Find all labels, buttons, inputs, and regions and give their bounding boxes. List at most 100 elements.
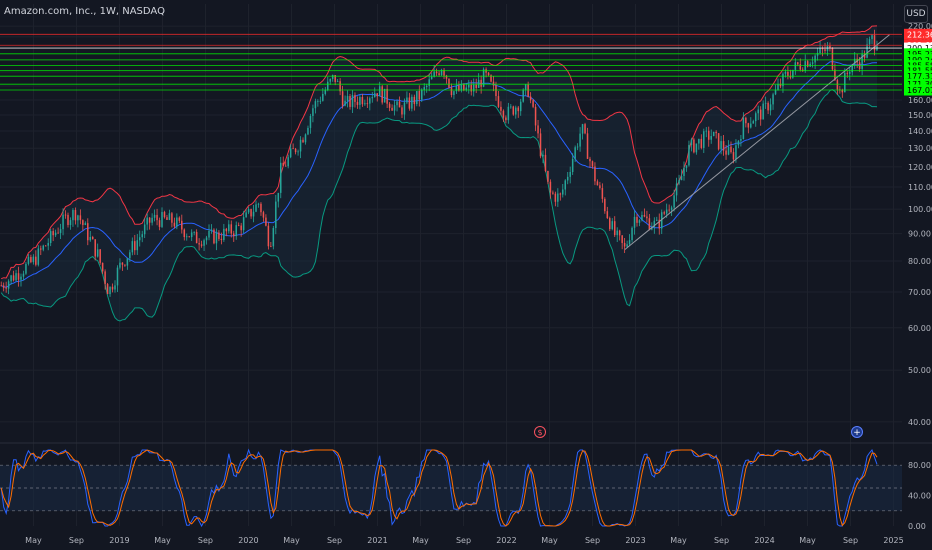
price-level-label: 177.31 [907,72,932,81]
candle [759,106,762,126]
candle [129,249,131,263]
candle [230,220,233,238]
y-tick-label: 110.00 [908,183,932,192]
candle-body [571,158,574,172]
candle-body [185,236,188,238]
candle [604,197,606,214]
candle [156,208,158,226]
candle [777,78,779,91]
candle-body [299,139,302,152]
candle-body [519,101,522,112]
candle [690,137,693,152]
candle [205,235,208,245]
candle [641,211,643,222]
candle-body [230,224,233,234]
candle-body [331,74,334,80]
candle [502,109,505,122]
candle [406,91,408,105]
candle [685,165,688,172]
candle-body [648,218,651,230]
candle [554,191,557,207]
candle [289,144,292,159]
candle [267,222,270,250]
candle [698,138,700,150]
candle-body [279,162,282,193]
candle [566,171,569,185]
candle [717,133,720,151]
candle-body [69,220,72,225]
candle-body [64,214,67,216]
candle-body [750,123,752,128]
candle [683,161,685,181]
candle-body [727,146,730,155]
candle-body [319,100,322,102]
candle [349,93,351,110]
candle [297,149,299,156]
candle [747,122,750,134]
candle [64,210,67,219]
candle-body [82,220,84,225]
candle [829,42,831,52]
candle-body [589,158,591,162]
y-tick-label: 50.00 [908,366,931,375]
candle-body [388,103,391,108]
candle [762,100,764,120]
candle [475,78,477,94]
candle-body [126,258,129,266]
candle-body [326,81,329,90]
candle-body [609,218,611,230]
candle-body [574,147,576,159]
candle [534,103,537,132]
candle [495,81,497,101]
candle-body [166,217,168,220]
candle-body [616,230,618,236]
candle-body [168,213,171,220]
event-plus-marker: + [851,426,863,438]
candle [618,229,621,241]
candle [500,101,502,116]
candle-body [178,217,181,221]
candle-body [693,139,695,153]
candle [581,123,584,140]
candle-body [703,131,705,148]
candle-body [527,84,529,97]
candle [611,218,614,231]
candle-body [101,262,104,272]
candle [181,214,183,234]
candle [871,33,873,45]
x-tick-label: Sep [456,536,471,545]
candle [450,83,453,98]
candle [497,91,500,108]
candle-body [539,133,542,157]
candle-body [416,91,418,105]
y-tick-label: 220.00 [908,22,932,31]
candle [381,85,383,105]
candle [564,179,567,196]
candle [623,237,626,254]
candle-body [44,245,47,247]
candle-body [124,264,126,266]
candle-body [213,229,215,244]
candle [141,230,143,243]
candle-body [707,130,710,140]
candle [844,68,846,93]
candle-body [307,127,309,135]
price-level-tag [904,28,932,40]
candle [304,133,307,145]
currency-button[interactable]: USD [904,5,928,23]
candle [101,262,104,274]
candle [539,128,542,159]
candle [302,137,304,143]
candle [136,234,139,255]
candle [433,64,435,78]
candle [574,145,576,163]
candle-body [564,180,567,190]
candle [584,122,586,135]
candle-body [99,249,101,263]
candle [799,58,802,72]
candle-body [208,230,210,238]
candle-body [309,115,312,128]
candle [252,205,255,223]
candle [366,96,369,108]
